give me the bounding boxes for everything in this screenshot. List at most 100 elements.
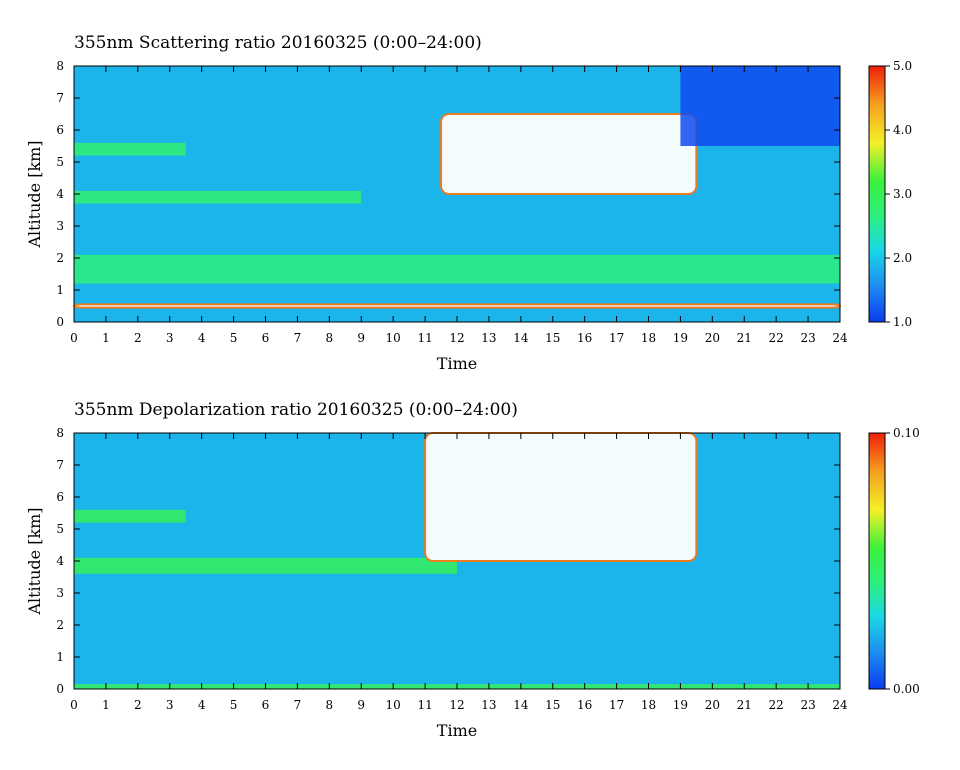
x-tick-label: 17: [609, 698, 624, 712]
x-tick-label: 6: [262, 331, 270, 345]
heatmap-feature: [73, 303, 841, 309]
x-tick-label: 3: [166, 698, 174, 712]
x-tick-label: 21: [737, 698, 752, 712]
colorbar-tick-label: 5.0: [893, 59, 912, 73]
panel-depolarization: 355nm Depolarization ratio 20160325 (0:0…: [25, 400, 920, 740]
x-tick-label: 22: [769, 331, 784, 345]
x-axis-label: Time: [437, 354, 477, 373]
y-tick-label: 7: [56, 458, 64, 472]
y-tick-label: 1: [56, 283, 64, 297]
x-tick-label: 10: [386, 698, 401, 712]
x-tick-label: 5: [230, 698, 238, 712]
x-tick-label: 15: [545, 698, 560, 712]
x-tick-label: 16: [577, 331, 592, 345]
colorbar-tick-label: 4.0: [893, 123, 912, 137]
y-tick-label: 5: [56, 155, 64, 169]
y-axis-label: Altitude [km]: [25, 507, 44, 615]
y-tick-label: 1: [56, 650, 64, 664]
x-tick-label: 0: [70, 331, 78, 345]
colorbar-tick-label: 0.00: [893, 682, 920, 696]
x-tick-label: 12: [449, 698, 464, 712]
x-tick-label: 15: [545, 331, 560, 345]
colorbar-tick-label: 0.10: [893, 426, 920, 440]
x-tick-label: 24: [832, 698, 848, 712]
colorbar-tick-label: 3.0: [893, 187, 912, 201]
heatmap-feature: [74, 254, 840, 284]
x-tick-label: 4: [198, 698, 206, 712]
y-axis: 0 1 2 3 4 5 6 7 8: [56, 59, 840, 329]
panel-title: 355nm Scattering ratio 20160325 (0:00–24…: [74, 33, 482, 53]
y-tick-label: 4: [56, 554, 64, 568]
x-tick-label: 1: [102, 331, 110, 345]
y-tick-label: 0: [56, 315, 64, 329]
x-tick-label: 2: [134, 698, 142, 712]
colorbar-tick-label: 2.0: [893, 251, 912, 265]
heatmap-feature: [424, 432, 698, 562]
y-tick-label: 0: [56, 682, 64, 696]
y-axis: 0 1 2 3 4 5 6 7 8: [56, 426, 840, 696]
x-tick-label: 12: [449, 331, 464, 345]
heatmap-feature: [680, 66, 840, 146]
y-tick-label: 4: [56, 187, 64, 201]
x-tick-label: 18: [641, 698, 656, 712]
y-tick-label: 2: [56, 618, 64, 632]
heatmap-layer: [74, 432, 840, 689]
y-tick-label: 2: [56, 251, 64, 265]
colorbar: [868, 65, 886, 323]
x-tick-label: 13: [481, 331, 496, 345]
x-tick-label: 20: [705, 331, 720, 345]
y-tick-label: 6: [56, 490, 64, 504]
x-tick-label: 8: [326, 698, 334, 712]
heatmap-feature: [74, 557, 457, 574]
colorbar-ticks: 5.0 4.0 3.0 2.0 1.0: [885, 59, 912, 329]
x-tick-label: 21: [737, 331, 752, 345]
x-tick-label: 23: [800, 331, 815, 345]
x-tick-label: 17: [609, 331, 624, 345]
y-tick-label: 8: [56, 59, 64, 73]
x-tick-label: 2: [134, 331, 142, 345]
x-tick-label: 8: [326, 331, 334, 345]
x-tick-label: 7: [294, 331, 302, 345]
y-tick-label: 8: [56, 426, 64, 440]
x-tick-label: 23: [800, 698, 815, 712]
colorbar-tick-label: 1.0: [893, 315, 912, 329]
x-tick-label: 22: [769, 698, 784, 712]
x-axis: 0 1 2 3 4 5 6 7 8 9 10 11 12 13 14 15 16 17 18 19 20 21 22 23 24: [70, 433, 848, 712]
heatmap-feature: [74, 142, 186, 156]
x-tick-label: 19: [673, 698, 688, 712]
x-tick-label: 16: [577, 698, 592, 712]
x-axis: 0 1 2 3 4 5 6 7 8 9 10 11 12 13 14 15 16 17 18 19 20 21 22 23 24: [70, 66, 848, 345]
x-tick-label: 10: [386, 331, 401, 345]
y-axis-label: Altitude [km]: [25, 140, 44, 248]
x-tick-label: 9: [357, 698, 365, 712]
x-tick-label: 7: [294, 698, 302, 712]
x-tick-label: 3: [166, 331, 174, 345]
x-tick-label: 14: [513, 331, 529, 345]
y-tick-label: 6: [56, 123, 64, 137]
x-tick-label: 0: [70, 698, 78, 712]
x-tick-label: 19: [673, 331, 688, 345]
x-tick-label: 11: [417, 698, 432, 712]
heatmap-feature: [74, 509, 186, 523]
colorbar-ticks: 0.10 0.00: [885, 426, 920, 696]
x-tick-label: 14: [513, 698, 529, 712]
heatmap-layer: [73, 66, 841, 322]
x-tick-label: 1: [102, 698, 110, 712]
x-tick-label: 4: [198, 331, 206, 345]
x-tick-label: 6: [262, 698, 270, 712]
x-tick-label: 5: [230, 331, 238, 345]
y-tick-label: 7: [56, 91, 64, 105]
heatmap-feature: [440, 113, 698, 195]
x-tick-label: 20: [705, 698, 720, 712]
y-tick-label: 5: [56, 522, 64, 536]
y-tick-label: 3: [56, 586, 64, 600]
colorbar: [868, 432, 886, 690]
heatmap-feature: [74, 190, 362, 204]
x-tick-label: 24: [832, 331, 848, 345]
panel-title: 355nm Depolarization ratio 20160325 (0:0…: [74, 400, 518, 420]
x-tick-label: 11: [417, 331, 432, 345]
x-axis-label: Time: [437, 721, 477, 740]
y-tick-label: 3: [56, 219, 64, 233]
x-tick-label: 13: [481, 698, 496, 712]
